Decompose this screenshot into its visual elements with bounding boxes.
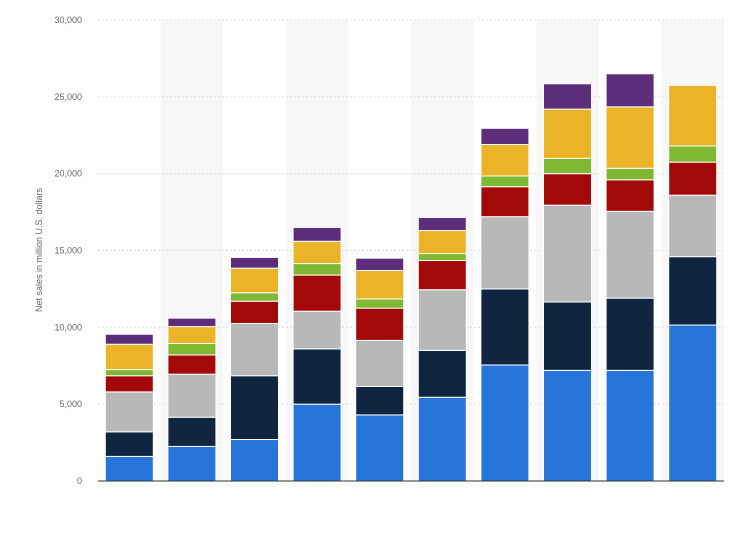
y-tick-label: 25,000: [54, 92, 82, 102]
bar-segment: [355, 298, 405, 309]
bar-segment: [104, 431, 154, 457]
bar-segment: [292, 310, 342, 350]
bar-segment: [480, 216, 530, 290]
bar-segment: [417, 216, 467, 232]
y-tick-label: 0: [77, 476, 82, 486]
bar-segment: [104, 375, 154, 393]
bar-segment: [292, 274, 342, 312]
y-tick-label: 15,000: [54, 246, 82, 256]
bar-segment: [668, 194, 718, 258]
bar-segment: [167, 326, 217, 344]
bar-segment: [417, 230, 467, 255]
bar-segment: [167, 342, 217, 356]
bar-segment: [355, 385, 405, 416]
bar-segment: [605, 179, 655, 212]
bar-segment: [230, 375, 279, 441]
bar-segment: [543, 83, 592, 110]
y-axis-label: Net sales in million U.S. dollars: [34, 187, 44, 312]
bar-segment: [167, 354, 217, 375]
bar-segment: [230, 267, 279, 294]
bars: [104, 73, 718, 482]
y-tick-labels: 0 5,000 10,000 15,000 20,000 25,000 30,000: [54, 15, 82, 486]
bar-segment: [668, 256, 718, 326]
bar-segment: [292, 348, 342, 405]
bar-segment: [605, 210, 655, 299]
bar-segment: [167, 445, 217, 482]
bar-segment: [230, 256, 279, 269]
y-tick-label: 20,000: [54, 169, 82, 179]
bar-segment: [480, 186, 530, 218]
bar-segment: [417, 259, 467, 291]
bar-segment: [543, 301, 592, 371]
bar-segment: [605, 167, 655, 181]
bar-segment: [668, 84, 718, 147]
bar-segment: [104, 333, 154, 345]
bar-segment: [417, 396, 467, 482]
bar-segment: [417, 349, 467, 398]
bar-segment: [605, 297, 655, 371]
bar-segment: [605, 73, 655, 108]
bar-segment: [668, 161, 718, 196]
bar-segment: [104, 391, 154, 433]
y-tick-label: 5,000: [59, 399, 82, 409]
bar-segment: [355, 339, 405, 387]
bar-segment: [167, 373, 217, 418]
bar-segment: [230, 322, 279, 377]
bar-segment: [480, 364, 530, 482]
bar-segment: [355, 307, 405, 341]
bar-segment: [355, 269, 405, 300]
bar-segment: [543, 204, 592, 303]
bar-segment: [230, 439, 279, 482]
y-tick-label: 10,000: [54, 322, 82, 332]
bar-segment: [292, 240, 342, 265]
bar-segment: [668, 145, 718, 163]
bar-segment: [417, 253, 467, 261]
bar-segment: [543, 108, 592, 159]
bar-segment: [543, 173, 592, 206]
bar-segment: [355, 414, 405, 482]
y-tick-label: 30,000: [54, 15, 82, 25]
bar-segment: [104, 343, 154, 371]
bar-segment: [605, 369, 655, 482]
bar-segment: [104, 369, 154, 377]
bar-segment: [292, 226, 342, 242]
bar-segment: [480, 127, 530, 145]
bar-segment: [543, 157, 592, 175]
bar-segment: [230, 300, 279, 324]
bar-segment: [480, 288, 530, 366]
bar-segment: [292, 263, 342, 276]
bar-segment: [355, 257, 405, 271]
bar-segment: [417, 289, 467, 351]
bar-segment: [104, 455, 154, 482]
bar-segment: [668, 324, 718, 482]
bar-segment: [167, 416, 217, 447]
bar-segment: [292, 403, 342, 482]
bar-segment: [167, 317, 217, 328]
bar-segment: [480, 175, 530, 188]
bar-segment: [605, 106, 655, 169]
bar-segment: [230, 292, 279, 302]
bar-segment: [543, 369, 592, 482]
bar-segment: [480, 143, 530, 177]
